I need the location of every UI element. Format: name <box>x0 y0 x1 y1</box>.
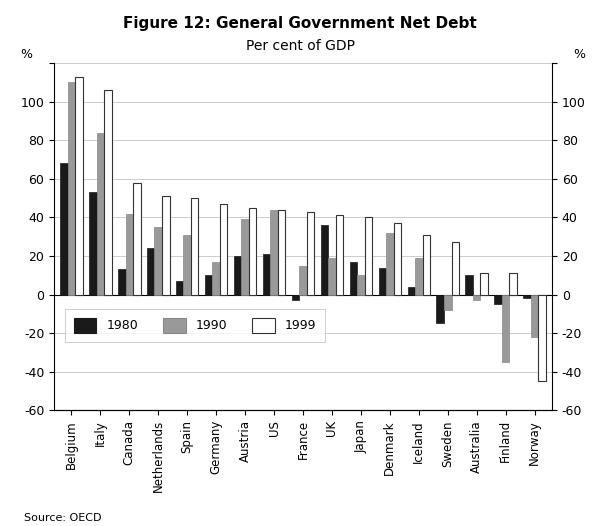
Bar <box>336 216 343 295</box>
Bar <box>394 223 401 295</box>
Bar <box>422 235 430 295</box>
Bar <box>538 295 546 381</box>
Bar <box>292 295 299 300</box>
Bar <box>320 225 328 295</box>
Text: Per cent of GDP: Per cent of GDP <box>245 39 355 54</box>
Bar <box>220 204 227 295</box>
Bar <box>365 217 372 295</box>
Text: Figure 12: General Government Net Debt: Figure 12: General Government Net Debt <box>123 16 477 31</box>
Bar <box>125 214 133 295</box>
Bar <box>523 295 531 298</box>
Bar <box>104 90 112 295</box>
Bar <box>350 262 357 295</box>
Bar <box>379 268 386 295</box>
Bar <box>509 274 517 295</box>
Bar <box>147 248 154 295</box>
Bar <box>191 198 199 295</box>
Bar <box>407 287 415 295</box>
Bar <box>133 183 140 295</box>
Bar <box>234 256 241 295</box>
Bar <box>176 281 184 295</box>
Bar <box>89 193 97 295</box>
Bar <box>436 295 444 323</box>
Bar <box>97 133 104 295</box>
Bar <box>263 254 270 295</box>
Bar <box>212 262 220 295</box>
Bar <box>328 258 336 295</box>
Bar <box>473 295 481 300</box>
Text: %: % <box>574 48 586 62</box>
Bar <box>154 227 162 295</box>
Bar <box>118 269 125 295</box>
Bar <box>494 295 502 304</box>
Bar <box>452 242 459 295</box>
Bar <box>205 275 212 295</box>
Bar <box>444 295 452 310</box>
Bar <box>270 210 278 295</box>
Bar <box>386 233 394 295</box>
Bar <box>357 275 365 295</box>
Text: %: % <box>20 48 32 62</box>
Bar <box>75 77 83 295</box>
Bar <box>502 295 509 362</box>
Bar <box>481 274 488 295</box>
Bar <box>68 83 75 295</box>
Bar <box>415 258 422 295</box>
Bar <box>278 210 286 295</box>
Bar <box>241 219 249 295</box>
Text: Source: OECD: Source: OECD <box>24 513 101 523</box>
Bar <box>184 235 191 295</box>
Legend: 1980, 1990, 1999: 1980, 1990, 1999 <box>65 309 325 341</box>
Bar <box>162 196 170 295</box>
Bar <box>60 164 68 295</box>
Bar <box>466 275 473 295</box>
Bar <box>299 266 307 295</box>
Bar <box>307 211 314 295</box>
Bar <box>531 295 538 337</box>
Bar <box>249 208 256 295</box>
